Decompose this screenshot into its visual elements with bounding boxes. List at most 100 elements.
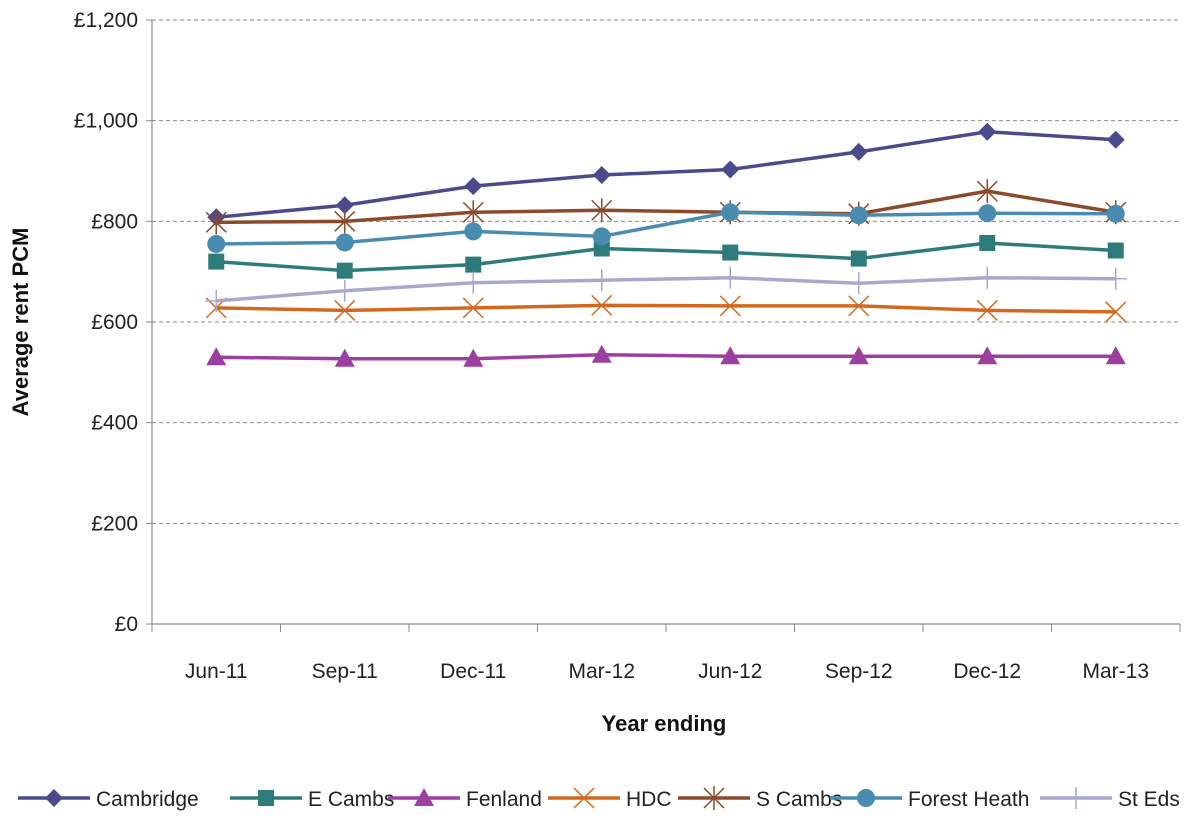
data-point-e-cambs bbox=[850, 250, 867, 267]
legend-label: S Cambs bbox=[756, 788, 842, 811]
y-tick-label: £400 bbox=[91, 412, 138, 435]
data-point-fenland bbox=[1105, 346, 1126, 365]
x-tick-label: Dec-11 bbox=[440, 660, 506, 683]
legend-marker bbox=[573, 787, 595, 809]
series-line-hdc bbox=[216, 303, 1116, 314]
data-point-e-cambs bbox=[979, 234, 996, 251]
data-point-forest-heath bbox=[592, 227, 611, 246]
data-point-e-cambs bbox=[1107, 242, 1124, 259]
data-point-st-eds bbox=[590, 269, 613, 292]
series-hdc bbox=[205, 294, 1127, 323]
marker-stroke bbox=[719, 295, 741, 317]
series-forest-heath bbox=[207, 203, 1125, 253]
data-point-cambridge bbox=[978, 122, 997, 141]
series-line-e-cambs bbox=[216, 241, 1116, 273]
data-point-st-eds bbox=[462, 271, 485, 294]
marker-stroke bbox=[573, 787, 595, 809]
legend-marker bbox=[45, 789, 63, 807]
data-point-forest-heath bbox=[464, 222, 483, 241]
data-point-st-eds bbox=[976, 266, 999, 289]
series-e-cambs bbox=[208, 234, 1124, 279]
data-point-fenland bbox=[463, 348, 484, 367]
series-line-s-cambs bbox=[216, 189, 1117, 225]
data-point-st-eds bbox=[1104, 267, 1127, 290]
data-point-forest-heath bbox=[207, 234, 226, 253]
x-tick-label: Jun-12 bbox=[698, 660, 762, 683]
data-point-fenland bbox=[206, 347, 227, 366]
data-point-e-cambs bbox=[465, 256, 482, 273]
series-cambridge bbox=[207, 122, 1125, 227]
legend-label: HDC bbox=[626, 788, 672, 811]
legend-label: Cambridge bbox=[96, 788, 199, 811]
x-tick-label: Mar-13 bbox=[1082, 660, 1149, 683]
marker-stroke bbox=[976, 299, 998, 321]
data-point-cambridge bbox=[592, 166, 611, 185]
data-point-forest-heath bbox=[1106, 204, 1125, 223]
legend-item-hdc: HDC bbox=[548, 787, 672, 811]
data-point-s-cambs bbox=[334, 209, 356, 234]
y-tick-label: £1,000 bbox=[74, 110, 138, 133]
data-point-e-cambs bbox=[722, 244, 739, 261]
data-point-e-cambs bbox=[336, 262, 353, 279]
legend-marker bbox=[258, 790, 274, 806]
y-tick-label: £1,200 bbox=[74, 9, 138, 32]
data-point-hdc bbox=[848, 295, 870, 317]
legend-item-s-cambs: S Cambs bbox=[678, 786, 842, 811]
x-axis-title: Year ending bbox=[602, 711, 727, 736]
data-point-e-cambs bbox=[208, 253, 225, 270]
y-tick-labels: £0 £200 £400 £600 £800 £1,000 £1,200 bbox=[74, 9, 138, 636]
x-tick-label: Dec-12 bbox=[953, 660, 1021, 683]
data-point-st-eds bbox=[847, 272, 870, 295]
data-point-fenland bbox=[591, 344, 612, 363]
data-point-forest-heath bbox=[849, 206, 868, 225]
data-point-fenland bbox=[720, 346, 741, 365]
y-tick-label: £600 bbox=[91, 311, 138, 334]
x-tick-label: Mar-12 bbox=[568, 660, 635, 683]
x-tick-labels: Jun-11 Sep-11 Dec-11 Mar-12 Jun-12 Sep-12 Dec-… bbox=[185, 660, 1149, 683]
series-layer bbox=[205, 122, 1127, 367]
data-point-forest-heath bbox=[721, 203, 740, 222]
data-point-st-eds bbox=[719, 266, 742, 289]
data-point-cambridge bbox=[1106, 130, 1125, 149]
data-point-hdc bbox=[719, 295, 741, 317]
legend-label: Fenland bbox=[466, 788, 542, 811]
data-point-cambridge bbox=[721, 160, 740, 179]
y-tick-label: £200 bbox=[91, 512, 138, 535]
data-point-fenland bbox=[848, 346, 869, 365]
legend-item-forest-heath: Forest Heath bbox=[830, 788, 1029, 811]
legend-label: E Cambs bbox=[308, 788, 394, 811]
series-fenland bbox=[206, 344, 1126, 367]
data-point-hdc bbox=[1105, 301, 1127, 323]
series-st-eds bbox=[205, 266, 1127, 312]
data-point-cambridge bbox=[849, 142, 868, 161]
marker-stroke bbox=[848, 295, 870, 317]
data-point-hdc bbox=[591, 294, 613, 316]
marker-stroke bbox=[591, 294, 613, 316]
data-point-hdc bbox=[462, 297, 484, 319]
x-tick-label: Jun-11 bbox=[185, 660, 248, 683]
y-axis-title: Average rent PCM bbox=[8, 228, 33, 417]
data-point-cambridge bbox=[464, 177, 483, 196]
marker-stroke bbox=[1105, 301, 1127, 323]
marker-stroke bbox=[334, 299, 356, 321]
legend-label: St Eds bbox=[1118, 788, 1180, 811]
data-point-s-cambs bbox=[462, 200, 484, 225]
legend-marker bbox=[857, 789, 875, 807]
data-point-cambridge bbox=[335, 196, 354, 215]
series-line-cambridge bbox=[216, 129, 1116, 220]
data-point-st-eds bbox=[333, 279, 356, 302]
x-tick-label: Sep-12 bbox=[825, 660, 893, 683]
legend-item-e-cambs: E Cambs bbox=[230, 788, 394, 811]
legend-item-cambridge: Cambridge bbox=[18, 788, 199, 811]
x-tick-label: Sep-11 bbox=[312, 660, 378, 683]
legend-marker bbox=[414, 788, 434, 806]
data-point-forest-heath bbox=[335, 233, 354, 252]
data-point-e-cambs bbox=[593, 240, 610, 257]
data-point-fenland bbox=[977, 346, 998, 365]
grid-lines bbox=[152, 19, 1180, 524]
axes bbox=[146, 19, 1181, 632]
data-point-hdc bbox=[334, 299, 356, 321]
legend-marker bbox=[1065, 787, 1087, 809]
series-line-st-eds bbox=[216, 275, 1116, 303]
